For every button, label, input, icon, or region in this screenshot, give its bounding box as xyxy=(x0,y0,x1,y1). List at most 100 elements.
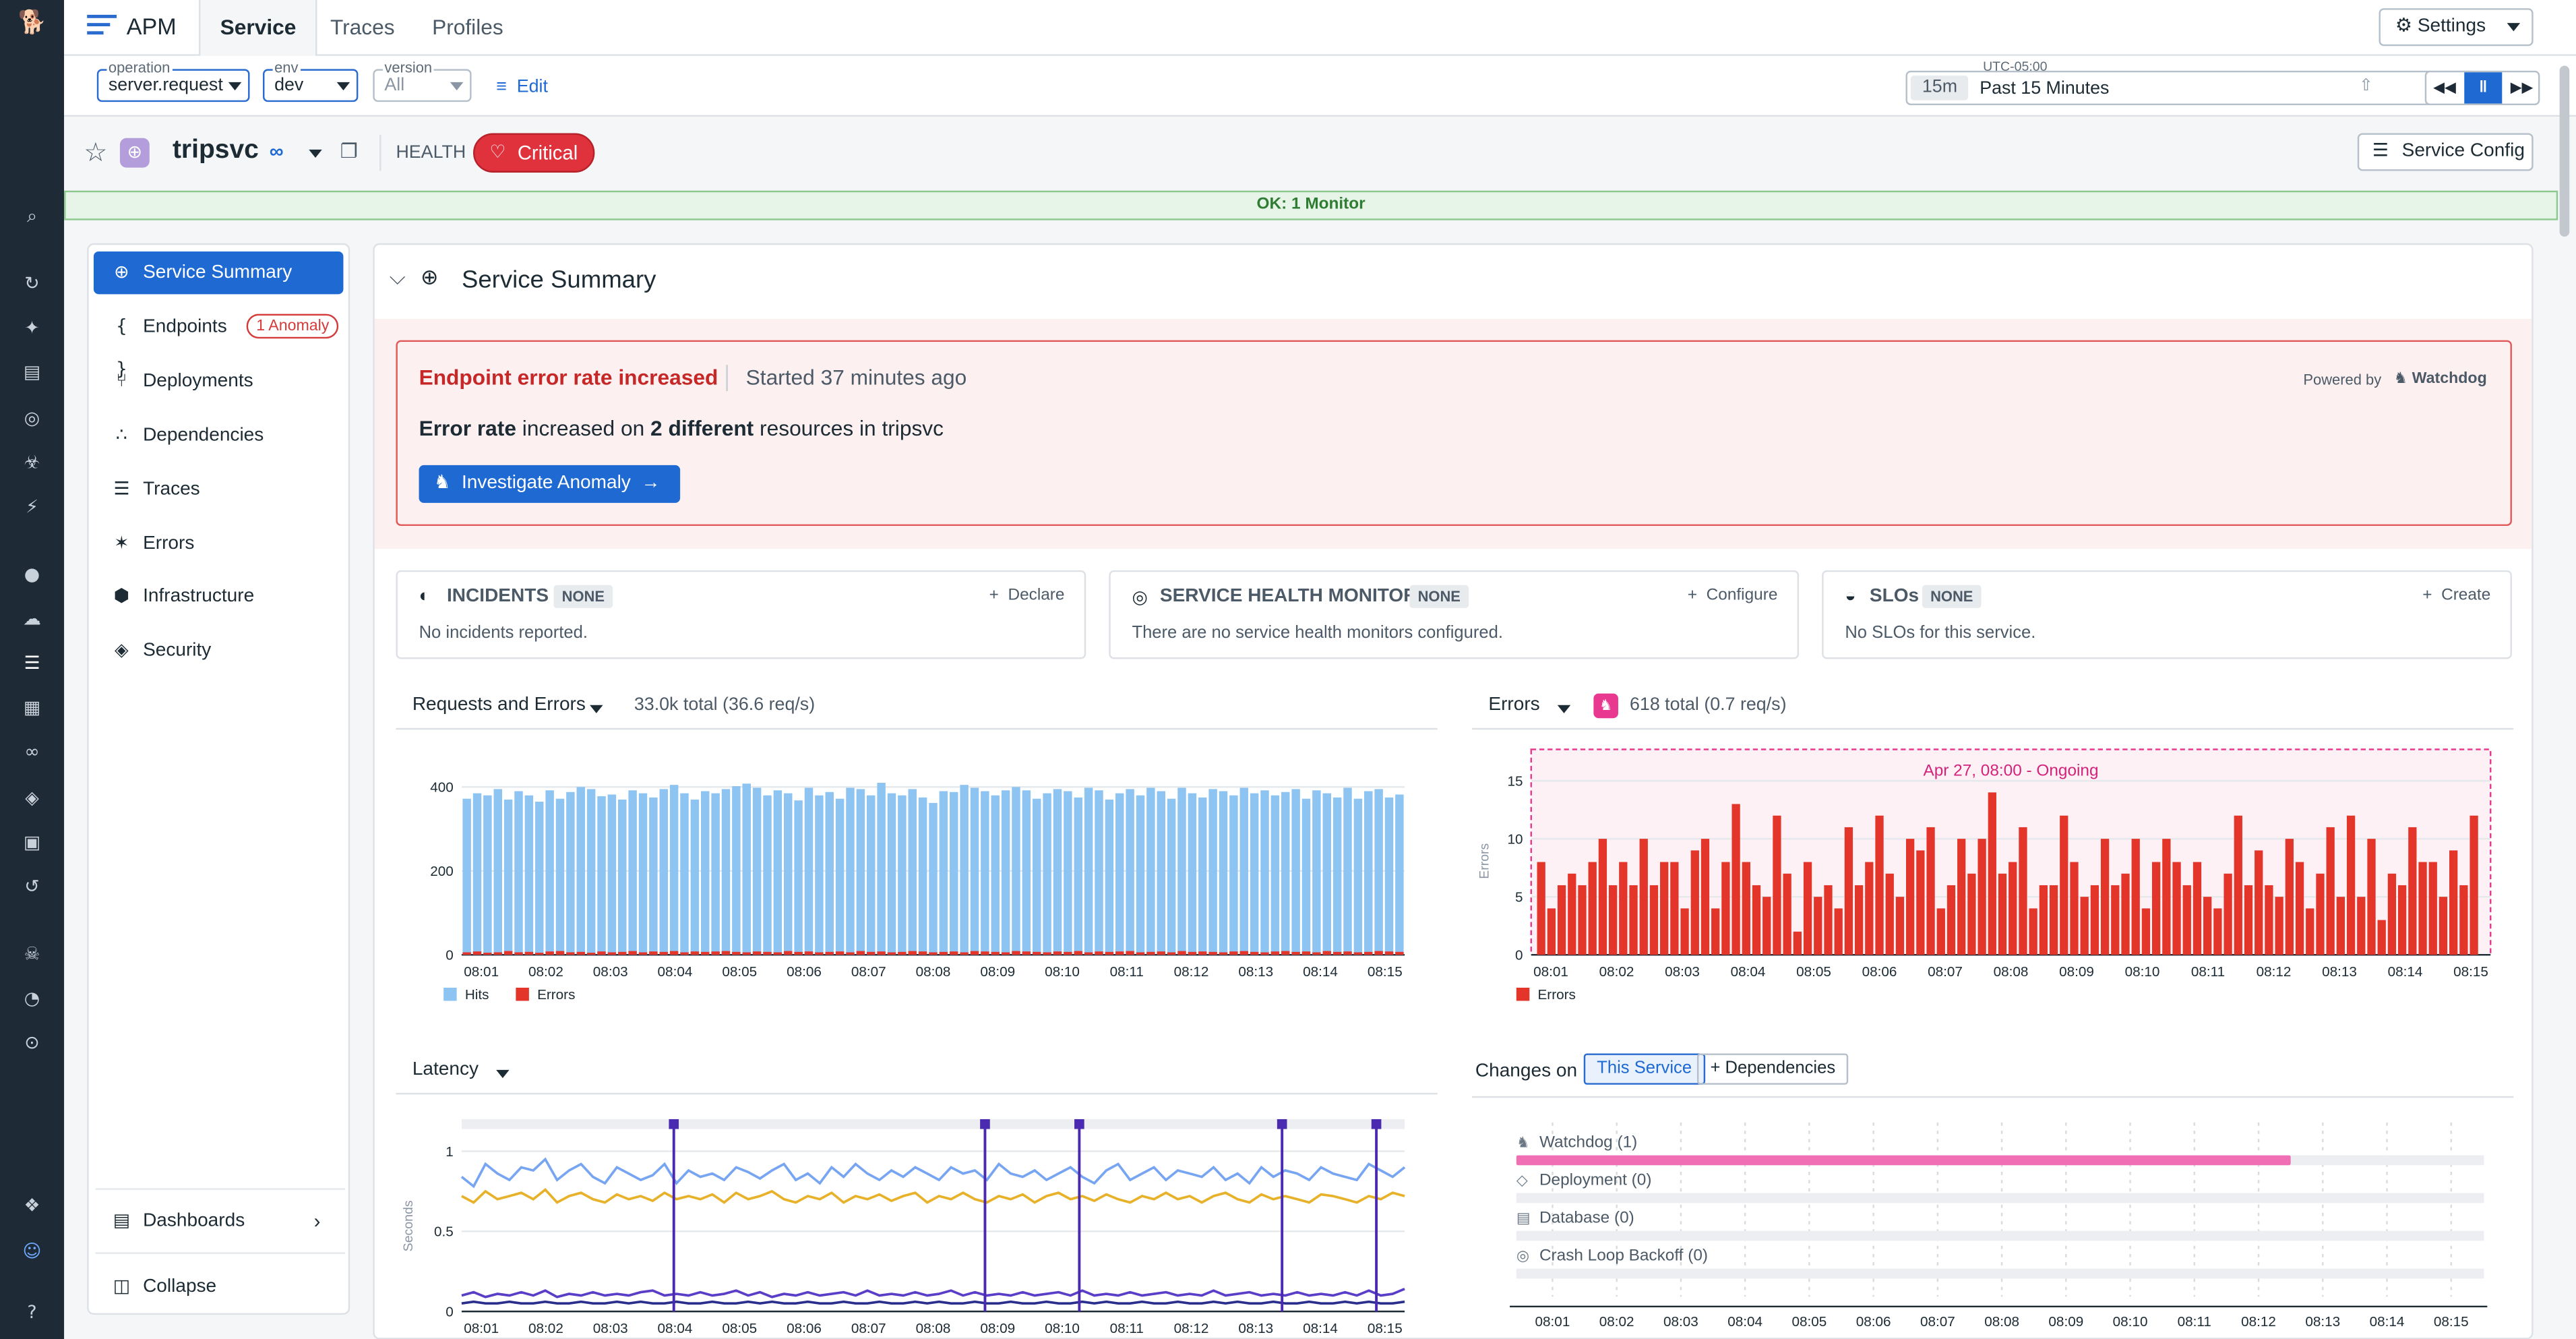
requests-chart-title[interactable]: Requests and Errors xyxy=(412,695,586,715)
errors-bar xyxy=(1936,908,1945,955)
sidebar-item-errors[interactable]: ✶ Errors xyxy=(94,523,344,565)
sidebar-item-infrastructure[interactable]: ⬢ Infrastructure xyxy=(94,575,344,618)
recent-icon[interactable]: ↻ xyxy=(24,272,40,295)
errors-bar xyxy=(690,951,700,955)
pin-icon[interactable]: ⇧ xyxy=(2359,77,2373,96)
errors-bar xyxy=(1001,952,1010,955)
apm-icon[interactable]: ☰ xyxy=(24,652,40,674)
requests-errors-chart[interactable]: 0 200 400 08:01 08:02 08:03 08:04 08:05 08:06 08:… xyxy=(396,738,1437,1017)
sidebar-item-dependencies[interactable]: ∴ Dependencies xyxy=(94,414,344,456)
lightning-icon[interactable]: ⚡ xyxy=(26,496,38,518)
infrastructure-icon[interactable]: ● xyxy=(24,564,40,585)
synthetics-icon[interactable]: ↺ xyxy=(24,876,40,897)
latency-line-p95 xyxy=(461,1188,1405,1204)
investigate-anomaly-button[interactable]: ♞ Investigate Anomaly → xyxy=(419,465,680,503)
team-icon[interactable]: ☺ xyxy=(22,1241,42,1262)
errors-bar xyxy=(1312,952,1321,955)
rum-icon[interactable]: ⊙ xyxy=(24,1032,40,1054)
link-icon[interactable]: ∞ xyxy=(269,140,284,163)
x-tick-label: 08:05 xyxy=(1796,964,1831,980)
collapse-chevron-icon[interactable]: ⌵ xyxy=(389,264,406,289)
errors-bar xyxy=(535,953,544,955)
integrations-icon[interactable]: ❖ xyxy=(24,1195,40,1216)
errors-chart-title[interactable]: Errors xyxy=(1488,695,1540,715)
tab-service[interactable]: Service xyxy=(198,0,318,56)
anomaly-badge[interactable]: 1 Anomaly xyxy=(246,314,340,339)
rewind-icon[interactable]: ◀◀ xyxy=(2433,79,2456,96)
chevron-down-icon[interactable] xyxy=(1557,705,1571,713)
bug-icon[interactable]: ☠ xyxy=(24,943,40,965)
chevron-down-icon xyxy=(450,82,464,91)
errors-chart[interactable]: 0 5 10 15 08:01 08:02 08:03 08:04 08:05 08:06 08:0… xyxy=(1472,738,2513,1017)
this-service-toggle[interactable]: This Service xyxy=(1583,1053,1705,1085)
changes-timeline[interactable]: 08:01 08:02 08:03 08:04 08:05 08:06 08:07 08:08… xyxy=(1472,1103,2513,1339)
dependencies-toggle[interactable]: + Dependencies xyxy=(1696,1053,1849,1085)
sidebar-item-deployments[interactable]: ⑂ Deployments xyxy=(94,360,344,403)
hits-bar xyxy=(1115,793,1124,955)
operation-select[interactable]: operation server.request xyxy=(96,59,250,102)
security-icon[interactable]: ◈ xyxy=(25,787,39,809)
hits-bar xyxy=(1343,787,1352,955)
latency-chart[interactable]: 0 0.5 1 08:01 08:02 08:03 08:04 08:05 08:06 08:07… xyxy=(396,1103,1437,1339)
version-select[interactable]: version All xyxy=(373,59,472,102)
errors-bar xyxy=(950,951,958,955)
cloud-icon[interactable]: ☁ xyxy=(23,607,41,630)
gauge-icon[interactable]: ◔ xyxy=(24,987,40,1009)
errors-bar xyxy=(2162,839,2171,955)
tab-profiles[interactable]: Profiles xyxy=(432,14,503,40)
search-icon[interactable]: ⌕ xyxy=(26,205,38,227)
row-icon: ◇ xyxy=(1516,1172,1528,1189)
notebook-icon[interactable]: ▣ xyxy=(23,831,41,854)
health-status-badge[interactable]: ♡ Critical xyxy=(473,133,594,173)
monitors-icon[interactable]: ◎ xyxy=(24,407,40,429)
dashboards-link[interactable]: ▤ Dashboards › xyxy=(94,1199,344,1242)
sidebar-item-service-summary[interactable]: ⊕ Service Summary xyxy=(93,251,344,295)
time-range-picker[interactable]: 15m Past 15 Minutes ⇧ xyxy=(1905,70,2478,105)
declare-incident-button[interactable]: + Declare xyxy=(989,587,1065,605)
create-slo-button[interactable]: + Create xyxy=(2422,587,2491,605)
monitor-status-bar[interactable]: OK: 1 Monitor xyxy=(64,190,2558,220)
x-tick-label: 08:09 xyxy=(2048,1314,2083,1330)
errors-bar xyxy=(846,952,855,955)
star-icon[interactable]: ☆ xyxy=(84,140,108,168)
latency-chart-title[interactable]: Latency xyxy=(412,1060,479,1080)
edit-filters-button[interactable]: ≡ Edit xyxy=(496,78,548,97)
hits-bar xyxy=(649,797,658,955)
sidebar-item-security[interactable]: ◈ Security xyxy=(94,630,344,672)
chevron-down-icon[interactable] xyxy=(590,705,603,713)
sidebar-item-endpoints[interactable]: { } Endpoints 1 Anomaly xyxy=(94,305,344,380)
arrow-right-icon: → xyxy=(636,473,661,494)
collapse-button[interactable]: ◫ Collapse xyxy=(94,1266,344,1308)
hits-bar xyxy=(586,789,596,955)
chevron-down-icon[interactable] xyxy=(496,1069,510,1078)
incidents-icon[interactable]: ☣ xyxy=(24,452,40,473)
health-label: HEALTH xyxy=(396,143,466,163)
env-select[interactable]: env dev xyxy=(263,59,359,102)
help-icon[interactable]: ? xyxy=(27,1301,37,1323)
errors-bar xyxy=(1998,873,2007,955)
errors-bar xyxy=(1374,951,1383,955)
watchdog-icon[interactable]: ✦ xyxy=(24,317,40,339)
errors-bar xyxy=(867,951,876,955)
forward-icon[interactable]: ▶▶ xyxy=(2510,79,2534,96)
settings-button[interactable]: ⚙ Settings xyxy=(2379,8,2534,47)
errors-bar xyxy=(2346,815,2356,955)
page-scrollbar[interactable] xyxy=(2559,65,2570,237)
anomaly-title: Endpoint error rate increased xyxy=(419,365,718,390)
service-config-button[interactable]: ☰ Service Config xyxy=(2357,133,2534,171)
copy-icon[interactable]: ❐ xyxy=(340,140,358,163)
configure-monitors-button[interactable]: + Configure xyxy=(1687,587,1778,605)
x-tick-label: 08:10 xyxy=(2113,1314,2148,1330)
chevron-right-icon: › xyxy=(313,1210,321,1233)
errors-bar xyxy=(1649,885,1659,955)
sidebar-item-traces[interactable]: ☰ Traces xyxy=(94,469,344,511)
chevron-down-icon[interactable] xyxy=(309,149,322,158)
datadog-logo-icon[interactable]: 🐕 xyxy=(18,9,47,36)
dashboards-icon[interactable]: ▤ xyxy=(23,361,41,383)
pause-icon[interactable]: ‖ xyxy=(2464,72,2503,104)
network-icon[interactable]: ∞ xyxy=(24,741,40,763)
errors-bar xyxy=(2121,873,2130,955)
x-tick-label: 08:08 xyxy=(916,964,951,980)
logs-icon[interactable]: ▦ xyxy=(23,696,41,719)
tab-traces[interactable]: Traces xyxy=(330,14,395,40)
